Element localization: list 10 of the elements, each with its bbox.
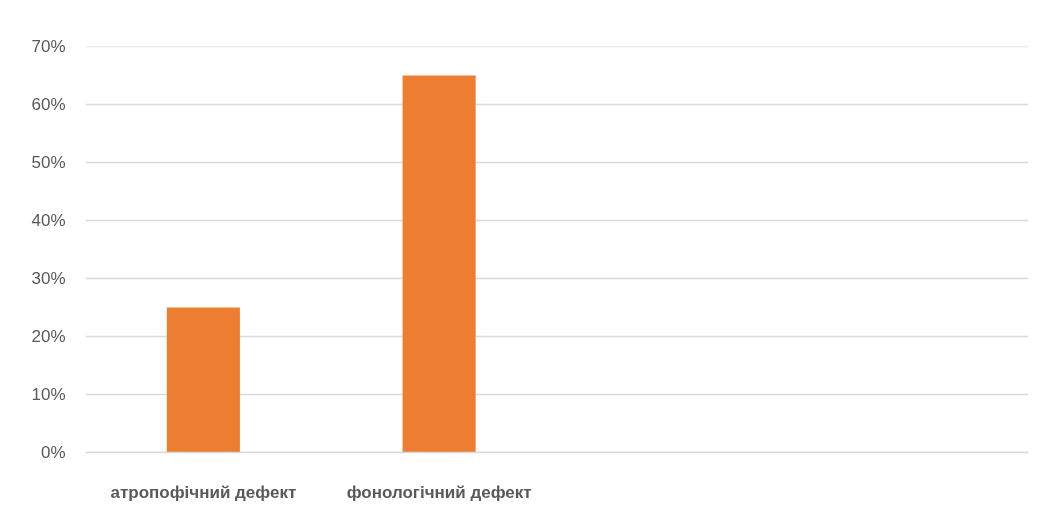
x-tick-label: атропофічний дефект — [110, 482, 297, 502]
y-tick-label: 30% — [31, 269, 66, 288]
y-tick-label: 40% — [31, 211, 66, 230]
x-tick-label: фонологічний дефект — [346, 482, 532, 502]
y-tick-label: 60% — [31, 95, 66, 114]
y-tick-label: 10% — [31, 385, 66, 404]
y-tick-label: 0% — [40, 443, 66, 462]
y-tick-label: 20% — [31, 327, 66, 346]
y-tick-label: 70% — [31, 37, 66, 56]
y-tick-label: 50% — [31, 153, 66, 172]
